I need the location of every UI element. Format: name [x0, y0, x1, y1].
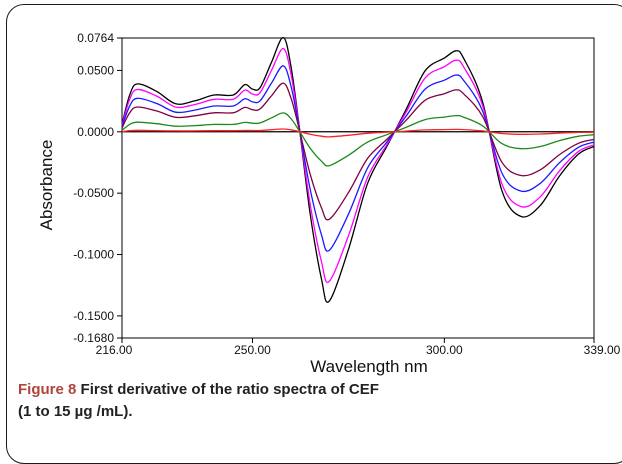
- series-line-4: [121, 82, 595, 221]
- series-line-5: [121, 112, 595, 167]
- y-tick-label: -0.1680: [73, 331, 114, 345]
- plot-area: [121, 37, 595, 339]
- figure-caption: Figure 8 First derivative of the ratio s…: [18, 379, 608, 423]
- x-tick-label: 300.00: [426, 343, 463, 357]
- axis-layer: 0.0764 0.0500 0.0000 -0.0500 -0.1000 -0.1500 -…: [73, 31, 620, 357]
- series-line-6: [121, 128, 595, 138]
- x-tick-label: 250.00: [234, 343, 271, 357]
- series-layer: [121, 36, 595, 303]
- x-axis-title: Wavelength nm: [310, 357, 427, 376]
- y-tick-label: -0.0500: [73, 186, 114, 200]
- y-axis-title: Absorbance: [37, 140, 56, 231]
- caption-text: First derivative of the ratio spectra of…: [76, 381, 379, 398]
- y-tick-label: 0.0764: [77, 31, 114, 45]
- series-line-2: [121, 47, 595, 283]
- series-line-1: [121, 36, 595, 303]
- caption-label: Figure 8: [18, 381, 77, 398]
- y-tick-label: -0.1500: [73, 309, 114, 323]
- plot-frame: [121, 37, 595, 339]
- y-tick-label: -0.1000: [73, 248, 114, 262]
- y-tick-label: 0.0500: [77, 63, 114, 77]
- y-tick-label: 0.0000: [77, 125, 114, 139]
- x-tick-label: 339.00: [584, 343, 621, 357]
- x-tick-label: 216.00: [96, 343, 133, 357]
- series-line-3: [121, 65, 595, 252]
- caption-line-2: (1 to 15 µg /mL).: [18, 403, 133, 420]
- absorbance-chart: 0.0764 0.0500 0.0000 -0.0500 -0.1000 -0.1500 -…: [37, 31, 621, 376]
